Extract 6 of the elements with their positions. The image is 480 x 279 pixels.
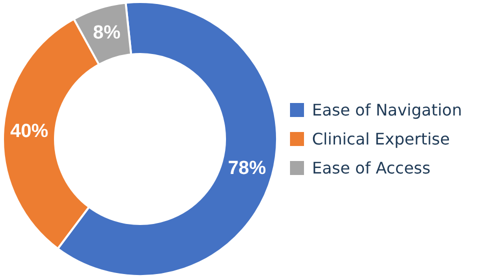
data-label: 78% bbox=[228, 158, 266, 180]
data-label: 40% bbox=[10, 120, 48, 142]
legend-label: Ease of Navigation bbox=[312, 100, 462, 120]
legend-label: Clinical Expertise bbox=[312, 130, 450, 148]
legend-label: Ease of Access bbox=[312, 158, 430, 178]
data-label: 8% bbox=[93, 22, 121, 44]
